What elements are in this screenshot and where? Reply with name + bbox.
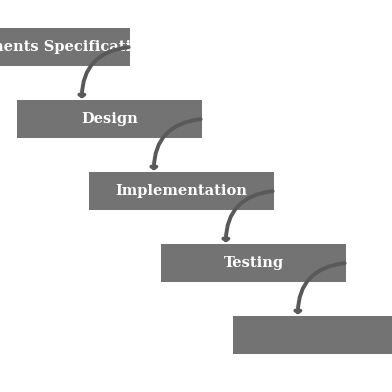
Text: Implementation: Implementation [116,184,247,198]
Text: Design: Design [81,112,138,126]
Text: Requirements Specification: Requirements Specification [0,40,152,54]
Bar [0,28,130,66]
Bar [89,172,274,210]
Bar [233,316,392,354]
Text: Testing: Testing [223,256,283,270]
Bar [17,100,202,138]
Bar [161,244,346,282]
